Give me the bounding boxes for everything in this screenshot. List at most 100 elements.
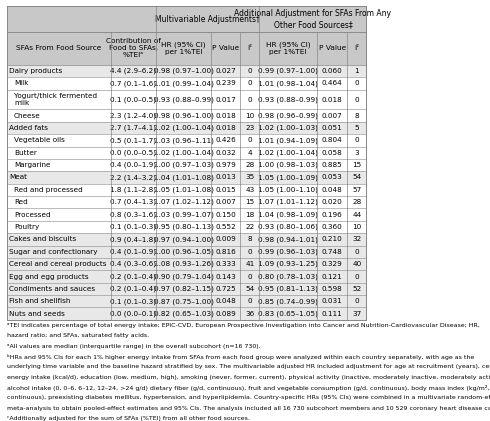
Text: 0.048: 0.048 [216, 298, 236, 304]
Bar [7, 270, 367, 283]
Text: 1.05 (1.01–1.08): 1.05 (1.01–1.08) [154, 187, 214, 193]
Text: 0.018: 0.018 [216, 125, 236, 131]
Bar [7, 65, 367, 77]
Text: 0.748: 0.748 [322, 249, 343, 255]
Text: 0.7 (0.4–1.3): 0.7 (0.4–1.3) [110, 199, 156, 205]
Bar [7, 283, 367, 295]
Bar [111, 32, 156, 65]
Text: 1.01 (0.98–1.04): 1.01 (0.98–1.04) [258, 80, 318, 87]
Text: ᵃAll values are median (interquartile range) in the overall subcohort (n=16 730): ᵃAll values are median (interquartile ra… [7, 344, 261, 349]
Text: 0.032: 0.032 [216, 150, 236, 156]
Text: 0.031: 0.031 [322, 298, 343, 304]
Text: P Value: P Value [212, 45, 239, 51]
Text: 0.979: 0.979 [216, 162, 236, 168]
Text: HR (95% CI)
per 1%TEI: HR (95% CI) per 1%TEI [162, 42, 206, 55]
Text: 32: 32 [352, 236, 362, 242]
Bar [259, 6, 367, 32]
Bar [7, 258, 367, 270]
Text: 28: 28 [245, 162, 254, 168]
Text: 0.196: 0.196 [322, 212, 343, 218]
Bar [7, 184, 367, 196]
Text: 0.0 (0.0–0.1): 0.0 (0.0–0.1) [110, 310, 156, 317]
Text: 0.804: 0.804 [322, 137, 343, 144]
Text: HR (95% CI)
per 1%TEI: HR (95% CI) per 1%TEI [266, 42, 311, 55]
Text: 3: 3 [355, 150, 359, 156]
Text: 0.1 (0.1–0.3): 0.1 (0.1–0.3) [110, 224, 156, 230]
Bar [7, 77, 367, 90]
Text: Contribution of
Food to SFAs,
%TEIᵃ: Contribution of Food to SFAs, %TEIᵃ [106, 38, 161, 59]
Bar [156, 6, 259, 32]
Text: 1: 1 [355, 68, 359, 74]
Text: 0.027: 0.027 [216, 68, 236, 74]
Text: 0.007: 0.007 [216, 199, 236, 205]
Text: 0.009: 0.009 [216, 236, 236, 242]
Text: 0.0 (0.0–0.5): 0.0 (0.0–0.5) [110, 149, 156, 156]
Text: 0.210: 0.210 [322, 236, 343, 242]
Text: 41: 41 [245, 261, 254, 267]
Text: 40: 40 [352, 261, 362, 267]
Text: 1.00 (0.96–1.05): 1.00 (0.96–1.05) [154, 248, 214, 255]
Text: 0: 0 [355, 137, 359, 144]
Text: 5: 5 [355, 125, 359, 131]
Text: Butter: Butter [14, 150, 37, 156]
Text: 0.048: 0.048 [322, 187, 343, 193]
Text: 0.150: 0.150 [216, 212, 236, 218]
Text: hazard ratio; and SFAs, saturated fatty acids.: hazard ratio; and SFAs, saturated fatty … [7, 333, 149, 338]
Text: 1.03 (0.96–1.11): 1.03 (0.96–1.11) [154, 137, 214, 144]
Text: Multivariable Adjustments†: Multivariable Adjustments† [155, 15, 260, 24]
Text: 0.4 (0.0–1.9): 0.4 (0.0–1.9) [110, 162, 156, 168]
Text: Red: Red [14, 199, 28, 205]
Text: 2.3 (1.2–4.0): 2.3 (1.2–4.0) [110, 112, 156, 119]
Text: 0.018: 0.018 [322, 96, 343, 103]
Text: 0: 0 [355, 274, 359, 280]
Text: 0: 0 [247, 249, 252, 255]
Text: 0.97 (0.82–1.15): 0.97 (0.82–1.15) [154, 285, 214, 292]
Text: Fish and shellfish: Fish and shellfish [9, 298, 71, 304]
Bar [317, 32, 347, 65]
Text: Egg and egg products: Egg and egg products [9, 274, 89, 280]
Bar [7, 233, 367, 245]
Bar [7, 147, 367, 159]
Text: 0.464: 0.464 [322, 80, 343, 86]
Text: 23: 23 [245, 125, 254, 131]
Text: 35: 35 [245, 174, 254, 181]
Text: 0.99 (0.97–1.00): 0.99 (0.97–1.00) [258, 68, 318, 74]
Text: 0: 0 [247, 274, 252, 280]
Text: 0: 0 [247, 68, 252, 74]
Text: Cheese: Cheese [14, 112, 41, 119]
Text: 0.95 (0.80–1.13): 0.95 (0.80–1.13) [154, 224, 214, 230]
Text: 15: 15 [245, 199, 254, 205]
Text: 0.015: 0.015 [216, 187, 236, 193]
Text: 0.018: 0.018 [216, 112, 236, 119]
Text: 1.00 (0.98–1.03): 1.00 (0.98–1.03) [258, 162, 318, 168]
Text: 1.07 (1.02–1.12): 1.07 (1.02–1.12) [154, 199, 214, 205]
Text: 8: 8 [247, 236, 252, 242]
Text: 1.07 (1.01–1.12): 1.07 (1.01–1.12) [258, 199, 318, 205]
Text: meta-analysis to obtain pooled-effect estimates and 95% CIs. The analysis includ: meta-analysis to obtain pooled-effect es… [7, 406, 490, 410]
Text: 0.111: 0.111 [322, 311, 343, 317]
Text: 1.04 (1.01–1.08): 1.04 (1.01–1.08) [154, 174, 214, 181]
Text: 0.95 (0.81–1.13): 0.95 (0.81–1.13) [258, 285, 318, 292]
Text: Processed: Processed [14, 212, 50, 218]
Text: 0.98 (0.96–0.99): 0.98 (0.96–0.99) [258, 112, 318, 119]
Text: 37: 37 [352, 311, 362, 317]
Text: 0.97 (0.94–1.00): 0.97 (0.94–1.00) [154, 236, 214, 242]
Text: 1.8 (1.1–2.8): 1.8 (1.1–2.8) [110, 187, 156, 193]
Text: 0.98 (0.96–1.00): 0.98 (0.96–1.00) [154, 112, 214, 119]
Text: 1.02 (1.00–1.04): 1.02 (1.00–1.04) [154, 125, 214, 131]
Text: 1.04 (0.98–1.09): 1.04 (0.98–1.09) [258, 211, 318, 218]
Text: 0.013: 0.013 [216, 174, 236, 181]
Text: energy intake (kcal/d), education (low, medium, high), smoking (never, former, c: energy intake (kcal/d), education (low, … [7, 375, 490, 380]
Text: Sugar and confectionary: Sugar and confectionary [9, 249, 98, 255]
Text: 0.051: 0.051 [322, 125, 343, 131]
Text: 0.329: 0.329 [322, 261, 343, 267]
Text: 44: 44 [352, 212, 362, 218]
Text: 0.93 (0.80–1.06): 0.93 (0.80–1.06) [258, 224, 318, 230]
Text: 0.93 (0.88–0.99): 0.93 (0.88–0.99) [258, 96, 318, 103]
Text: 0.885: 0.885 [322, 162, 343, 168]
Text: 0.426: 0.426 [216, 137, 236, 144]
Text: 0.8 (0.3–1.6): 0.8 (0.3–1.6) [110, 211, 156, 218]
Text: 0.121: 0.121 [322, 274, 343, 280]
Text: Nuts and seeds: Nuts and seeds [9, 311, 65, 317]
Text: Margarine: Margarine [14, 162, 50, 168]
